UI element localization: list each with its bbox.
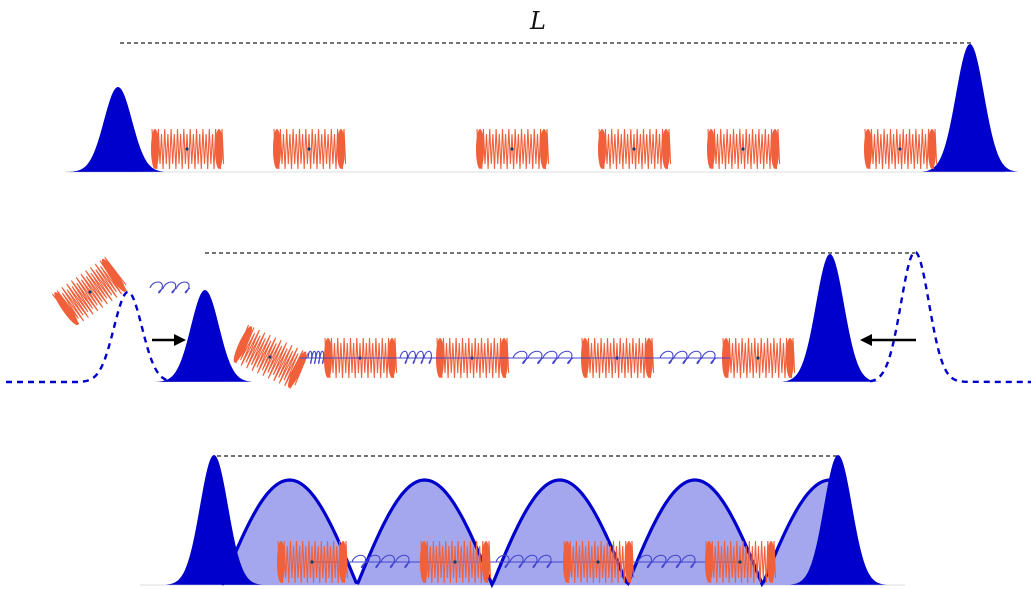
ring-coil-icon: [563, 540, 635, 584]
coil-center-dot: [307, 147, 311, 151]
pulse-previous-left: [6, 290, 171, 384]
coil-end-left: [598, 129, 606, 169]
coil-windings: [151, 128, 225, 170]
ring-coil-icon: [707, 128, 781, 170]
coil-end-left: [420, 541, 428, 583]
coil-center-dot: [632, 147, 636, 151]
pulse-previous-right: [869, 250, 1031, 384]
spring-icon: [307, 350, 325, 364]
coil-center-dot: [510, 147, 514, 151]
ring-coil-icon: [705, 540, 777, 584]
coil-center-dot: [756, 356, 760, 360]
ring-coil-icon: [273, 128, 347, 170]
gaussian-pulse: [163, 455, 264, 585]
gaussian-pulse: [67, 87, 168, 172]
standing-wave-fill: [222, 480, 830, 585]
coil-end-left: [476, 129, 484, 169]
spring-icon: [512, 350, 574, 364]
spring-icon: [351, 554, 411, 568]
coil-end-right: [101, 258, 126, 292]
coil-center-dot: [741, 147, 745, 151]
ring-coil-icon: [277, 540, 349, 584]
coil-windings: [598, 128, 672, 170]
coil-end-left: [273, 129, 281, 169]
coil-end-left: [151, 129, 159, 169]
standing-wave-outline: [220, 478, 831, 589]
ring-coil-icon: [151, 128, 225, 170]
coil-windings: [722, 337, 796, 379]
coil-center-dot: [596, 560, 600, 564]
coil-end-right: [339, 541, 347, 583]
coil-end-left: [864, 129, 872, 169]
ring-coil-icon: [51, 256, 127, 326]
coil-end-left: [707, 129, 715, 169]
coil-windings: [476, 128, 550, 170]
coil-end-right: [928, 129, 936, 169]
ring-coil-icon: [722, 337, 796, 379]
gaussian-pulse: [779, 254, 880, 382]
coil-windings: [705, 540, 777, 584]
panel-separated: [65, 42, 1020, 173]
arrow-head: [860, 334, 872, 346]
coil-end-right: [287, 351, 307, 388]
coil-end-right: [482, 541, 490, 583]
coil-windings: [864, 128, 938, 170]
panel-compressing: [6, 250, 1031, 389]
coil-end-left: [54, 292, 79, 326]
coil-end-right: [662, 129, 670, 169]
coil-end-left: [563, 541, 571, 583]
gaussian-pulse: [787, 455, 888, 585]
ring-coil-icon: [420, 540, 492, 584]
coil-end-right: [771, 129, 779, 169]
ring-coil-icon: [476, 128, 550, 170]
coil-windings: [420, 540, 492, 584]
ring-coil-icon: [598, 128, 672, 170]
coil-center-dot: [898, 147, 902, 151]
spring-icon: [659, 350, 717, 364]
coil-windings: [277, 540, 349, 584]
ring-coil-icon: [233, 324, 309, 389]
ring-coil-icon: [864, 128, 938, 170]
coil-center-dot: [453, 560, 457, 564]
coil-end-left: [705, 541, 713, 583]
coil-end-left: [233, 326, 253, 363]
coil-center-dot: [738, 560, 742, 564]
coil-windings: [273, 128, 347, 170]
panel-trapped: [140, 455, 905, 589]
arrow-head: [174, 334, 186, 346]
coil-center-dot: [310, 560, 314, 564]
coil-end-right: [767, 541, 775, 583]
coil-end-left: [277, 541, 285, 583]
coil-windings: [51, 256, 127, 325]
coil-windings: [563, 540, 635, 584]
arrow-icon: [152, 334, 186, 346]
spring-icon: [495, 554, 553, 568]
spring-icon: [149, 281, 191, 294]
spring-icon: [637, 554, 697, 568]
length-label: L: [529, 7, 546, 35]
coil-end-right: [215, 129, 223, 169]
coil-center-dot: [88, 290, 92, 294]
coil-end-right: [625, 541, 633, 583]
spring-icon: [399, 350, 433, 364]
coil-windings: [707, 128, 781, 170]
arrow-icon: [860, 334, 916, 346]
coil-end-right: [786, 338, 794, 378]
gaussian-pulse: [154, 290, 255, 382]
coil-end-right: [337, 129, 345, 169]
coil-windings: [234, 324, 309, 389]
gaussian-pulse: [919, 44, 1020, 172]
coil-center-dot: [268, 355, 272, 359]
coil-center-dot: [185, 147, 189, 151]
coil-end-right: [540, 129, 548, 169]
